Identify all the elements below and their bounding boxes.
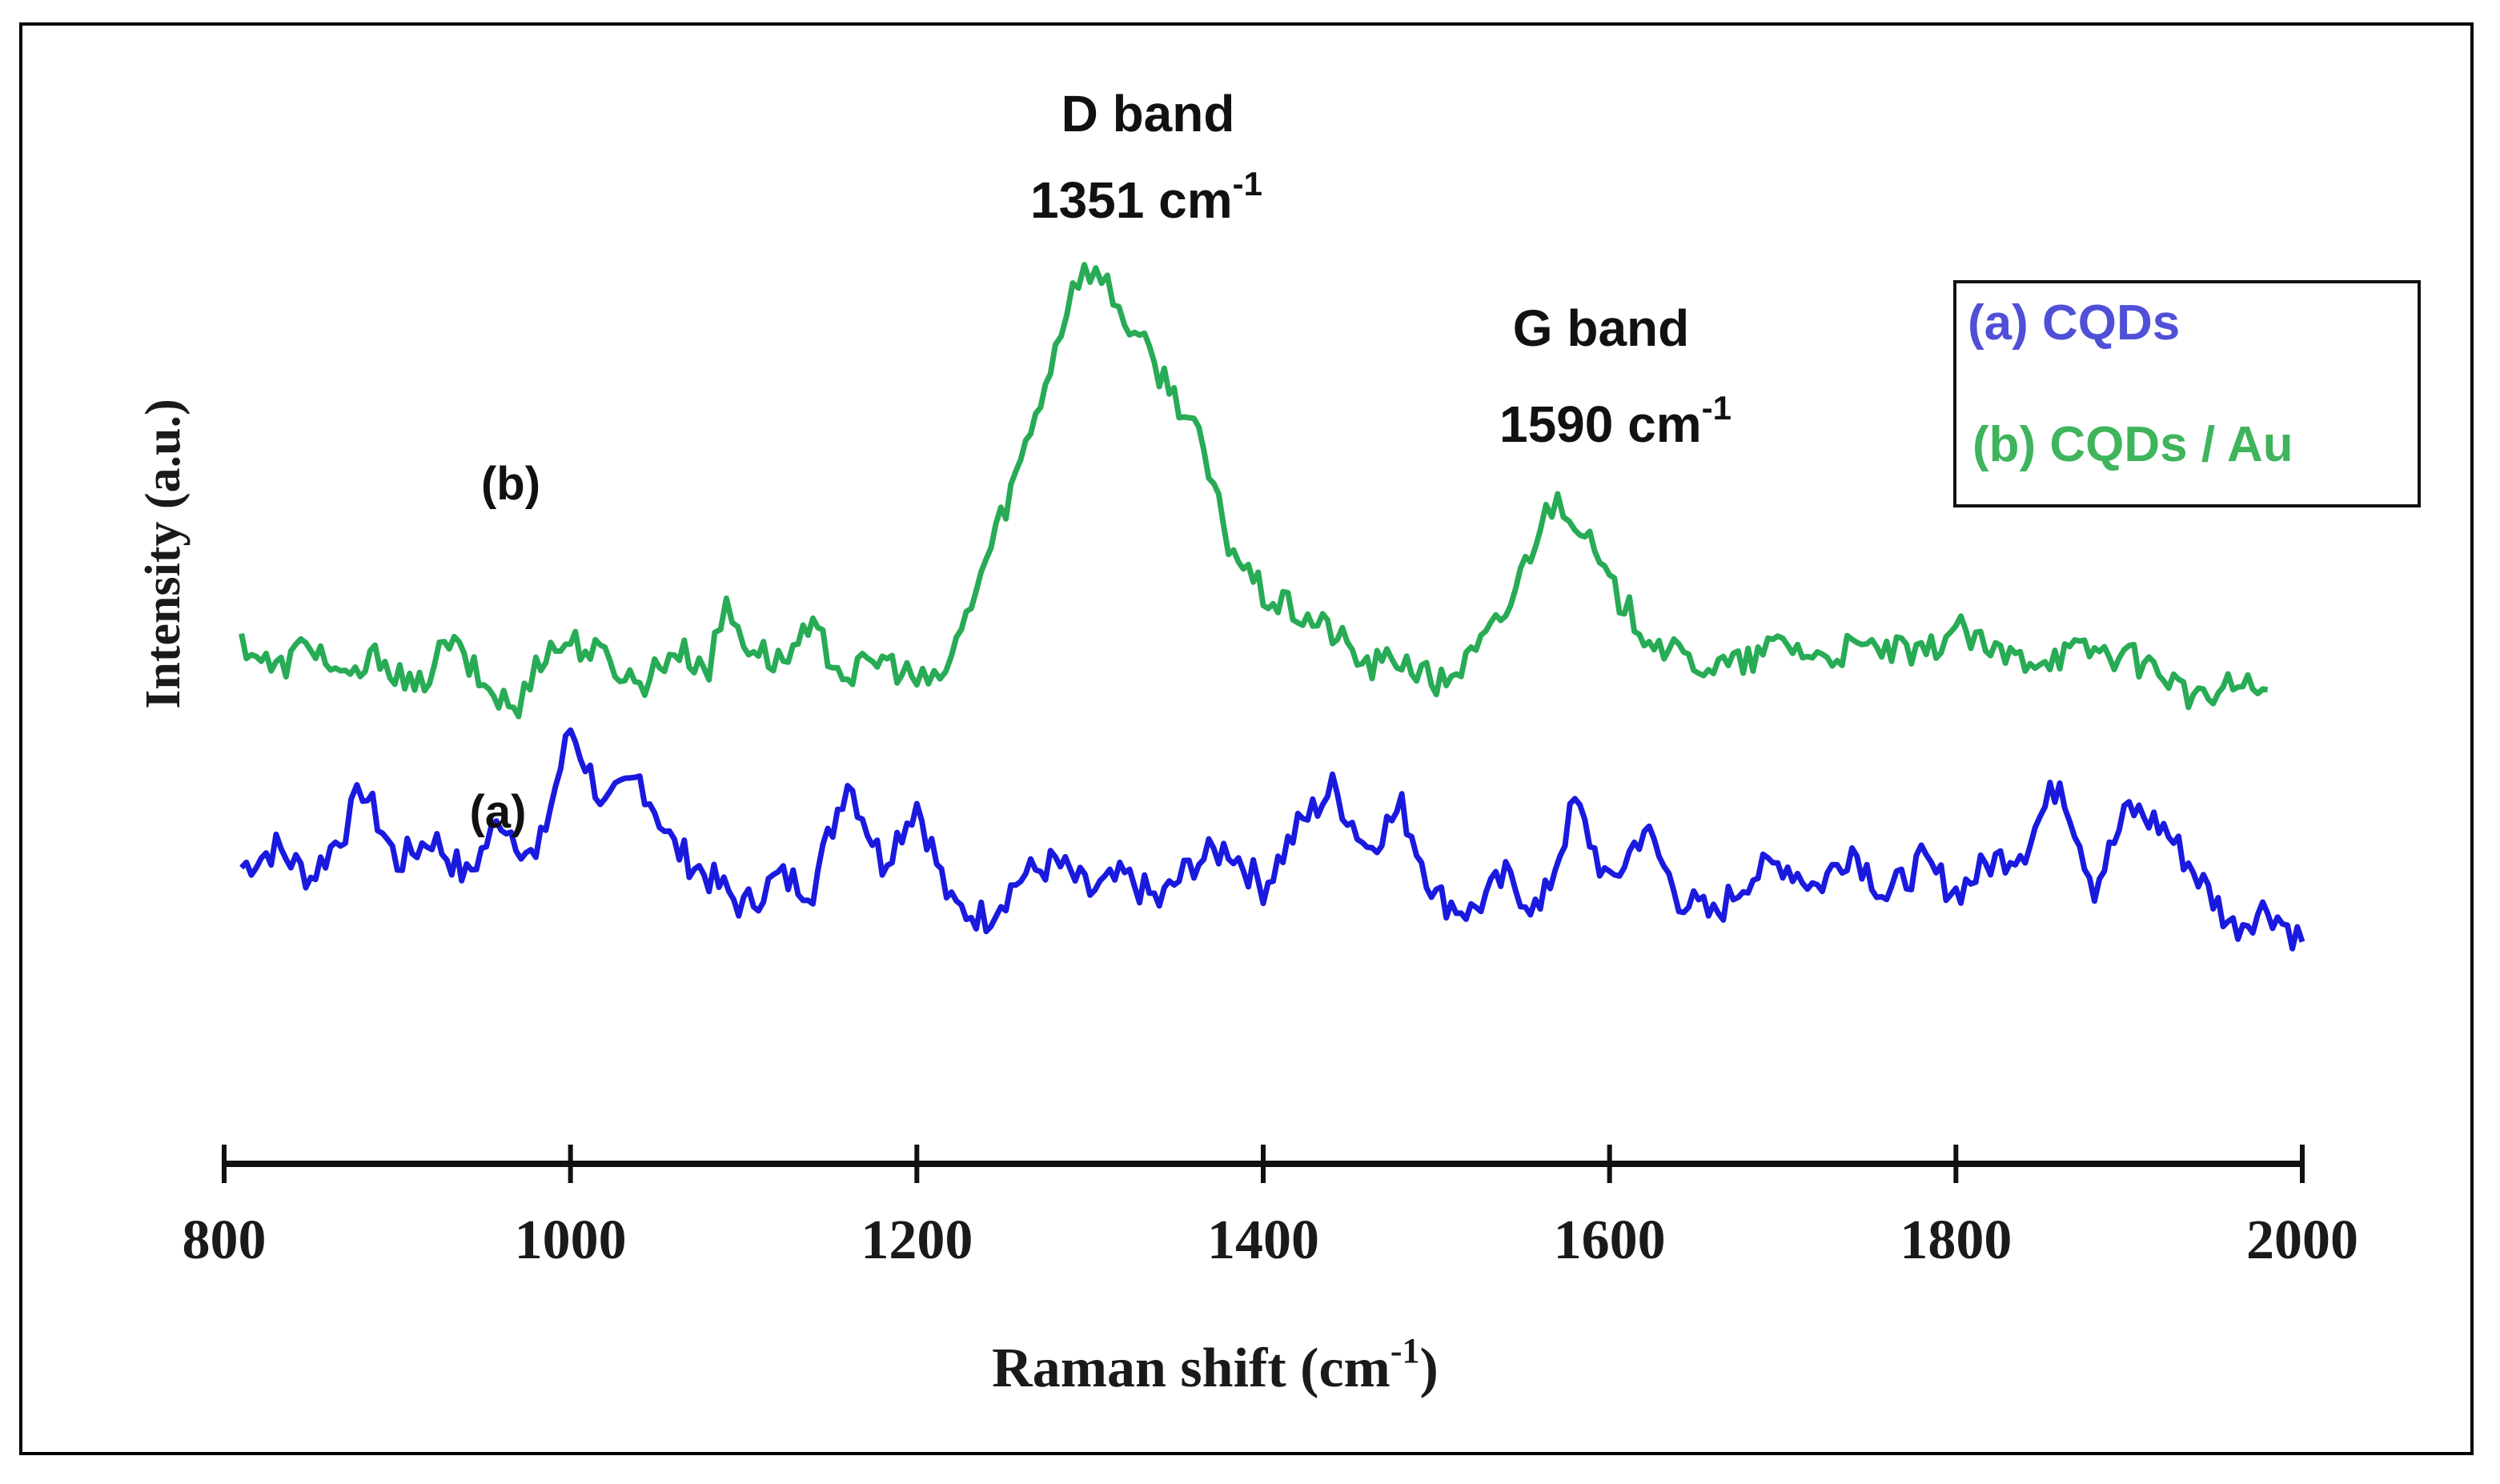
d-band-value: 1351 cm-1 <box>1030 165 1262 229</box>
legend-item-a: (a) CQDs <box>1968 295 2180 351</box>
raman-chart: Intensity (a.u.) 800 1000 1200 1400 1600 1800… <box>136 85 2421 1399</box>
y-axis-label: Intensity (a.u.) <box>136 399 191 709</box>
g-band-value: 1590 cm-1 <box>1499 389 1732 453</box>
g-band-title: G band <box>1513 299 1689 357</box>
series-layer <box>239 262 2305 952</box>
x-tick-label-1200: 1200 <box>861 1209 973 1271</box>
x-tick-label-1000: 1000 <box>515 1209 627 1271</box>
d-band-title: D band <box>1061 85 1235 142</box>
d-band-value-sup: -1 <box>1233 165 1262 203</box>
x-tick-label-800: 800 <box>183 1209 267 1271</box>
x-axis: 800 1000 1200 1400 1600 1800 2000 <box>183 1145 2358 1271</box>
series-tag-a: (a) <box>470 786 527 838</box>
x-axis-label: Raman shift (cm-1) <box>992 1331 1439 1399</box>
series-line-cqds-au <box>239 262 2269 720</box>
x-axis-label-text: Raman shift (cm <box>992 1338 1390 1399</box>
legend: (a) CQDs (b) CQDs / Au <box>1953 280 2421 507</box>
series-tag-b: (b) <box>481 458 540 510</box>
legend-box <box>1953 280 2421 507</box>
x-axis-label-sup: -1 <box>1390 1331 1420 1370</box>
g-band-value-sup: -1 <box>1702 389 1732 427</box>
x-tick-label-1400: 1400 <box>1207 1209 1319 1271</box>
x-axis-label-close: ) <box>1420 1338 1439 1399</box>
x-tick-label-2000: 2000 <box>2246 1209 2358 1271</box>
x-tick-label-1600: 1600 <box>1554 1209 1666 1271</box>
d-band-value-text: 1351 cm <box>1030 171 1233 229</box>
x-tick-label-1800: 1800 <box>1900 1209 2012 1271</box>
figure-frame: Intensity (a.u.) 800 1000 1200 1400 1600 1800… <box>19 22 2474 1455</box>
series-line-cqds <box>239 727 2305 952</box>
g-band-value-text: 1590 cm <box>1499 395 1702 453</box>
legend-item-b: (b) CQDs / Au <box>1972 417 2293 472</box>
